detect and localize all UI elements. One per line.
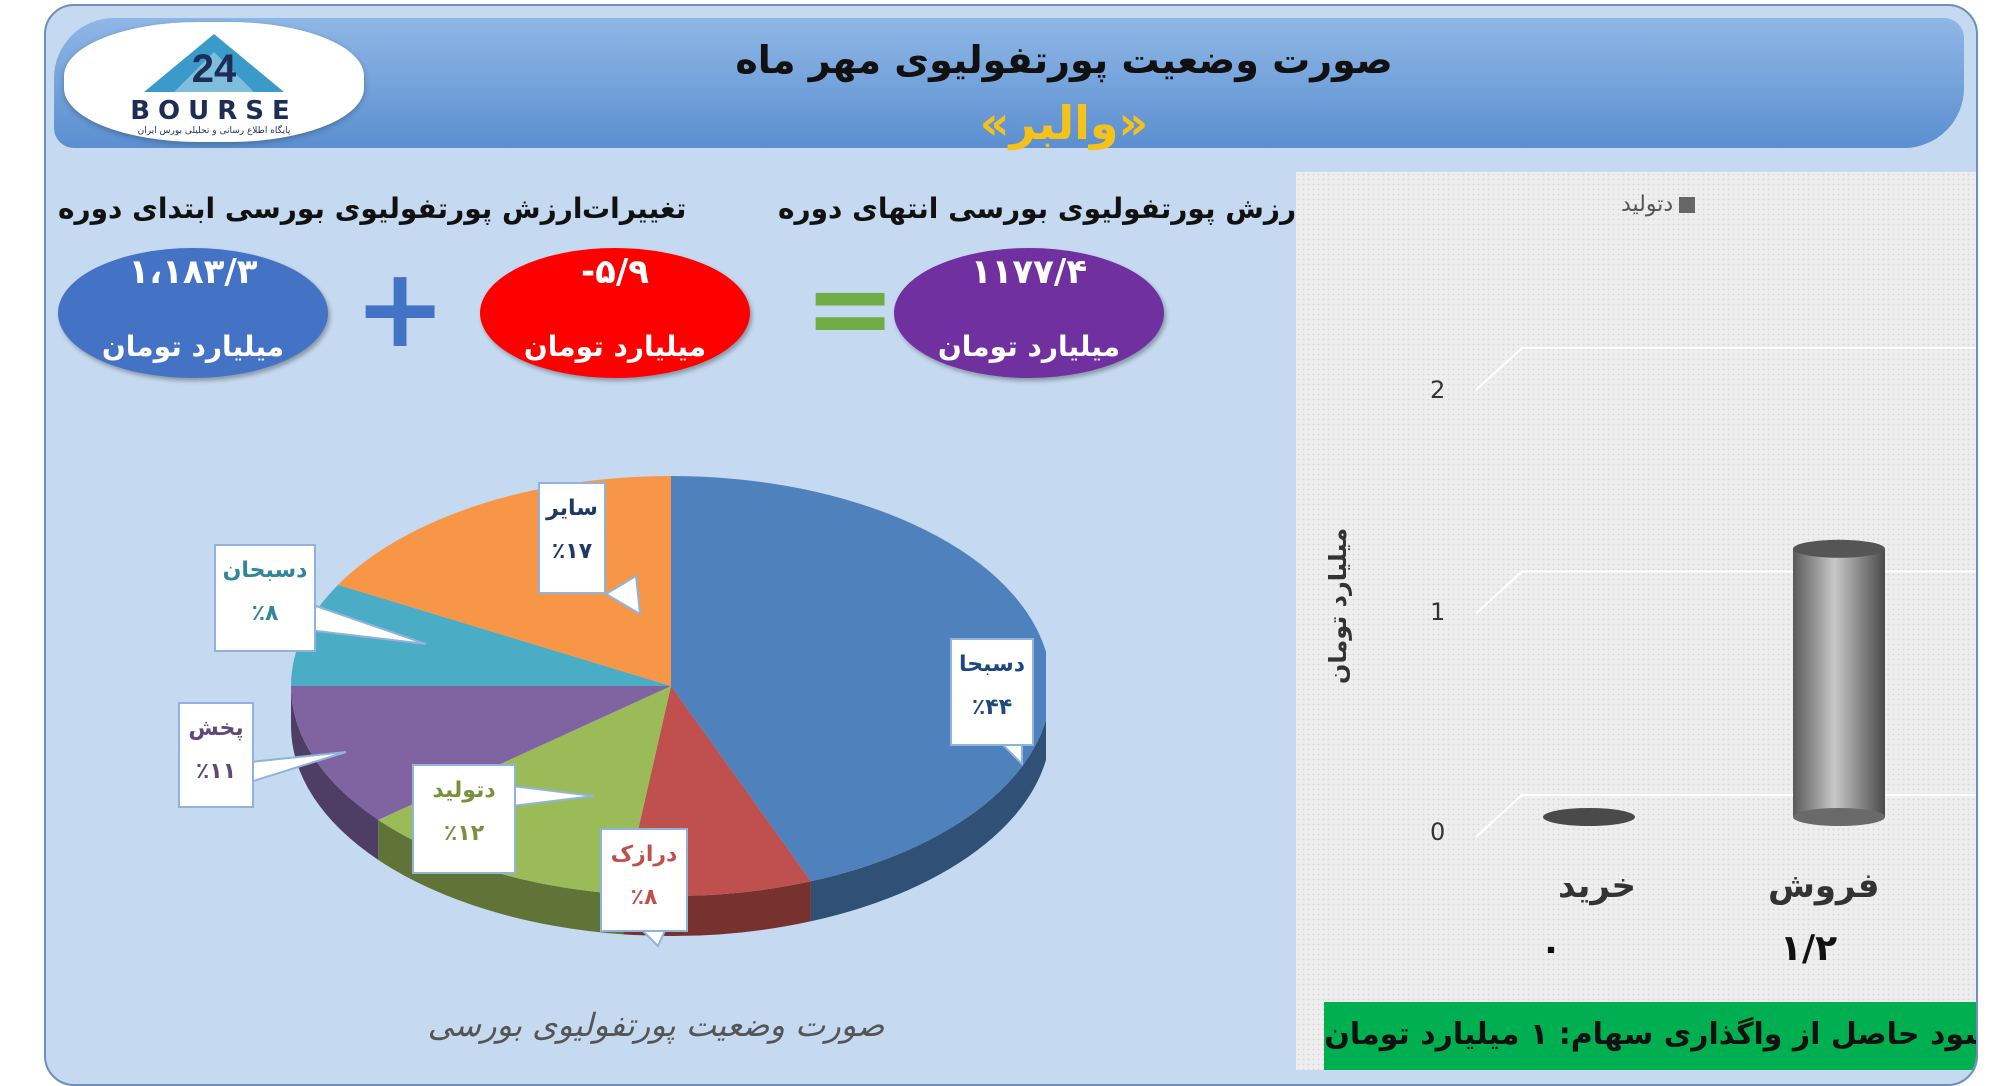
callout-pointer-0 xyxy=(604,574,642,616)
bar-top-0 xyxy=(1793,539,1885,558)
logo-text: BOURSE xyxy=(130,96,298,126)
bar-base-0 xyxy=(1793,808,1885,826)
slice-pct-darazak: ٪۸ xyxy=(630,885,658,910)
value-buy: ۰ xyxy=(1540,928,1562,969)
slice-label-darazak: درازک xyxy=(610,842,678,867)
slice-label-pakhsh: پخش xyxy=(188,716,244,741)
category-sale: فروش xyxy=(1768,866,1880,906)
change-value-oval: -۵/۹ میلیارد تومان xyxy=(480,248,750,378)
bourse-logo: 24 BOURSE پایگاه اطلاع رسانی و تحلیلی بو… xyxy=(64,22,364,142)
bar-legend: دتولید xyxy=(1621,192,1696,217)
slice-label-dsobha: دسبحا xyxy=(958,652,1026,677)
company-name: «والبر» xyxy=(979,96,1149,150)
portfolio-pie-chart xyxy=(249,476,1046,948)
end-unit: میلیارد تومان xyxy=(937,330,1121,363)
slice-pct-dsobha: ٪۴۴ xyxy=(971,695,1013,720)
pie-slice-4 xyxy=(291,584,671,686)
dashboard-frame: صورت وضعیت پورتفولیوی مهر ماه «والبر» 24… xyxy=(44,4,1978,1086)
pie-chart-title: صورت وضعیت پورتفولیوی بورسی xyxy=(427,1006,885,1044)
end-value-label: ارزش پورتفولیوی بورسی انتهای دوره xyxy=(778,192,1306,225)
end-value: ۱۱۷۷/۴ xyxy=(970,252,1088,292)
svg-text:24: 24 xyxy=(192,47,237,91)
y-tick-1: 1 xyxy=(1430,598,1446,626)
end-value-oval: ۱۱۷۷/۴ میلیارد تومان xyxy=(894,248,1164,378)
page-title: صورت وضعیت پورتفولیوی مهر ماه xyxy=(735,38,1393,82)
y-tick-0: 0 xyxy=(1430,818,1446,846)
callout-dsobhan: دسبحان ٪۸ xyxy=(214,544,316,652)
start-value: ۱،۱۸۳/۳ xyxy=(128,252,258,292)
plus-sign: + xyxy=(354,244,447,372)
change-label: تغییرات xyxy=(582,192,687,225)
pie-slice-side-3 xyxy=(291,686,379,860)
y-tick-2: 2 xyxy=(1430,376,1446,404)
callout-dsobha: دسبحا ٪۴۴ xyxy=(950,638,1034,746)
change-value: -۵/۹ xyxy=(580,252,650,292)
start-value-oval: ۱،۱۸۳/۳ میلیارد تومان xyxy=(58,248,328,378)
callout-other: سایر ٪۱۷ xyxy=(538,482,606,594)
pie-slice-0 xyxy=(671,476,1046,882)
logo-mark-icon: 24 xyxy=(144,34,284,92)
slice-label-dsobhan: دسبحان xyxy=(222,558,308,583)
gridline-2 xyxy=(1475,347,1976,391)
pie-slice-side-2 xyxy=(378,819,624,935)
value-sale: ۱/۲ xyxy=(1780,928,1838,969)
gridline-1 xyxy=(1475,570,1976,615)
slice-pct-dtolid: ٪۱۲ xyxy=(443,821,485,846)
callout-dtolid: دتولید ٪۱۲ xyxy=(412,764,516,874)
slice-pct-dsobhan: ٪۸ xyxy=(251,601,279,626)
header-bar: صورت وضعیت پورتفولیوی مهر ماه «والبر» xyxy=(54,18,1964,150)
slice-pct-other: ٪۱۷ xyxy=(551,539,593,564)
legend-swatch xyxy=(1679,197,1696,213)
bar-chart-plot xyxy=(1475,347,1976,838)
slice-pct-pakhsh: ٪۱۱ xyxy=(195,759,237,784)
start-value-label: ارزش پورتفولیوی بورسی ابتدای دوره xyxy=(58,192,583,225)
equals-sign: = xyxy=(804,244,897,372)
start-unit: میلیارد تومان xyxy=(101,330,285,363)
category-buy: خرید xyxy=(1558,866,1637,906)
logo-caption: پایگاه اطلاع رسانی و تحلیلی بورس ایران xyxy=(137,126,291,136)
bar-top-1 xyxy=(1543,808,1635,826)
bar-chart-panel: دتولید میلیارد تومان 2 1 0 فروش خرید ۱/۲… xyxy=(1296,172,1976,1070)
callout-pakhsh: پخش ٪۱۱ xyxy=(178,702,254,808)
change-unit: میلیارد تومان xyxy=(523,330,707,363)
pie-slice-3 xyxy=(291,686,671,820)
slice-label-dtolid: دتولید xyxy=(432,778,496,803)
slice-label-other: سایر xyxy=(546,496,598,521)
legend-label: دتولید xyxy=(1621,192,1674,217)
callout-darazak: درازک ٪۸ xyxy=(600,828,688,932)
pie-slice-side-0 xyxy=(810,719,1046,922)
bar-body-0 xyxy=(1793,548,1885,817)
profit-banner: سود حاصل از واگذاری سهام: ۱ میلیارد توما… xyxy=(1324,1002,1976,1070)
